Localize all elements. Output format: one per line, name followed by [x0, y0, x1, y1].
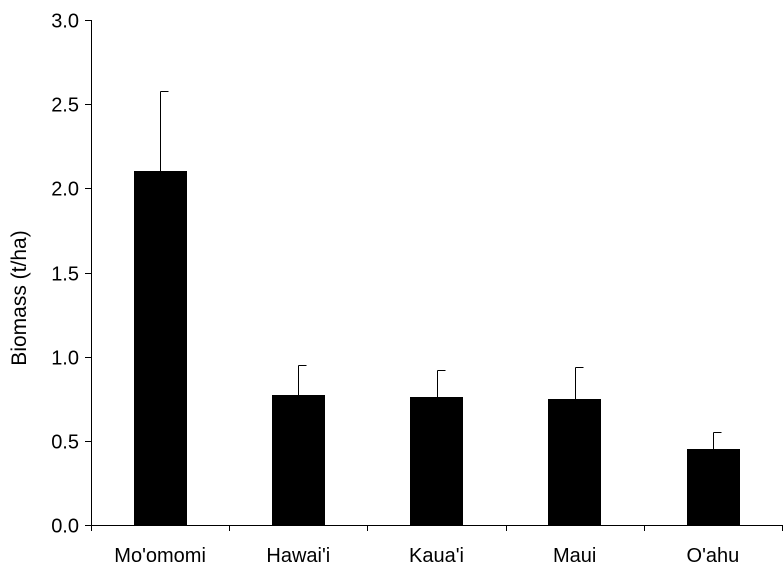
y-tick-label: 2.0: [51, 179, 79, 201]
y-axis-title: Biomass (t/ha): [8, 230, 31, 365]
bar: [410, 397, 463, 525]
x-tick-label: Mo'omomi: [114, 545, 206, 567]
bar: [687, 449, 740, 525]
bar: [134, 171, 187, 525]
x-tick-label: O'ahu: [687, 545, 740, 567]
bars: [134, 171, 740, 525]
y-tick-label: 1.0: [51, 348, 79, 370]
y-tick-label: 0.0: [51, 516, 79, 538]
x-tick-label: Hawai'i: [266, 545, 330, 567]
x-tick-label: Kaua'i: [409, 545, 464, 567]
y-axis: 0.0 0.5 1.0 1.5 2.0 2.5 3.0: [51, 11, 92, 538]
x-axis: Mo'omomi Hawai'i Kaua'i Maui O'ahu: [91, 525, 783, 567]
bar: [272, 395, 325, 525]
error-bars: [160, 91, 722, 449]
y-tick-label: 1.5: [51, 264, 79, 286]
y-tick-label: 3.0: [51, 11, 79, 33]
x-tick-label: Maui: [553, 545, 596, 567]
bar: [548, 399, 601, 525]
y-tick-label: 0.5: [51, 432, 79, 454]
y-tick-label: 2.5: [51, 95, 79, 117]
